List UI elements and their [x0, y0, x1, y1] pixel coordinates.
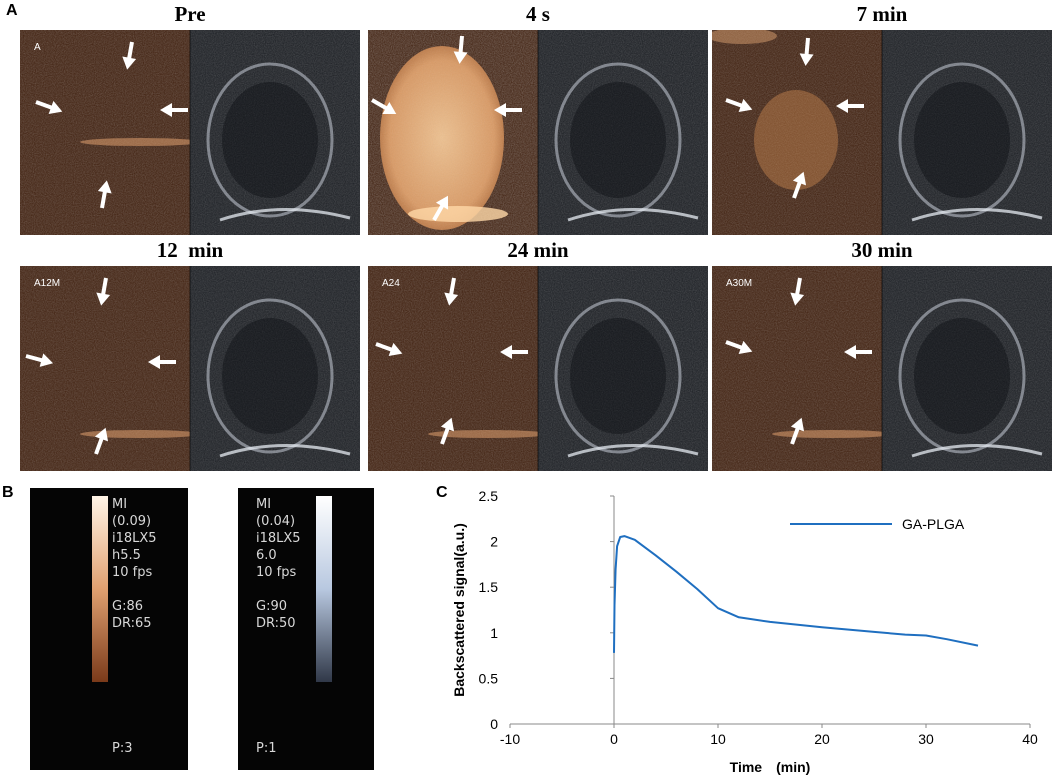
arrow-icon [96, 277, 111, 306]
colorbar-setting-line: (0.09) [112, 514, 152, 529]
panel-c-letter: C [436, 484, 448, 501]
colorbar-setting-line: G:86 [112, 599, 143, 614]
frame-label: A30M [726, 278, 752, 289]
frame-title: 7 min [856, 2, 908, 26]
colorbar-settings: MI (0.04) i18LX5 6.0 10 fps G:90 DR:50 [256, 496, 301, 632]
frame-title: 12 min [156, 238, 224, 262]
arrow-icon [122, 41, 137, 70]
frame-label: A [34, 42, 41, 53]
colorbar-setting-line: G:90 [256, 599, 287, 614]
y-tick-label: 0.5 [479, 670, 499, 686]
y-tick-label: 1.5 [479, 579, 499, 595]
y-tick-label: 0 [490, 716, 498, 732]
panel-b-letter: B [2, 484, 14, 501]
colorbar-footer: P:1 [256, 741, 277, 756]
ultrasound-frame [368, 30, 708, 235]
colorbar-gradient [316, 496, 332, 682]
arrow-icon [97, 180, 112, 209]
x-tick-label: 20 [814, 731, 830, 747]
arrow-icon [792, 171, 807, 199]
frame-title: 30 min [851, 238, 913, 262]
arrow-icon [375, 342, 403, 357]
y-tick-label: 2.5 [479, 488, 499, 504]
x-axis-label: Time (min) [730, 759, 811, 775]
ultrasound-frame: A [20, 30, 360, 235]
colorbar-setting-line: MI [112, 497, 128, 512]
x-tick-label: -10 [500, 731, 520, 747]
colorbar-setting-line: (0.04) [256, 514, 296, 529]
arrow-icon [790, 277, 805, 306]
y-tick-label: 1 [490, 625, 498, 641]
colorbar-settings: MI (0.09) i18LX5 h5.5 10 fps G:86 DR:65 [112, 496, 157, 632]
y-tick-label: 2 [490, 534, 498, 550]
arrow-icon [371, 98, 397, 115]
arrow-icon [494, 103, 522, 117]
colorbar-setting-line: i18LX5 [112, 531, 157, 546]
arrow-icon [725, 98, 753, 113]
ultrasound-frame: A30M [712, 266, 1052, 471]
frame-label: A24 [382, 278, 400, 289]
arrow-icon [725, 340, 753, 355]
x-tick-label: 40 [1022, 731, 1038, 747]
colorbar-setting-line: DR:50 [256, 616, 296, 631]
arrow-icon [148, 355, 176, 369]
arrow-icon [790, 417, 805, 445]
colorbar-setting-line: DR:65 [112, 616, 152, 631]
arrow-icon [500, 345, 528, 359]
arrow-icon [432, 195, 449, 221]
y-axis-label: Backscattered signal(a.u.) [451, 523, 467, 697]
x-tick-label: 10 [710, 731, 726, 747]
frame-title: Pre [174, 2, 206, 26]
colorbar-setting-line: 10 fps [112, 565, 153, 580]
x-tick-label: 30 [918, 731, 934, 747]
colorbar-setting-line: i18LX5 [256, 531, 301, 546]
arrow-icon [844, 345, 872, 359]
colorbar-setting-line: MI [256, 497, 272, 512]
series-line [613, 535, 979, 653]
ultrasound-frame: A12M [20, 266, 360, 471]
x-tick-label: 0 [610, 731, 618, 747]
arrow-icon [25, 353, 54, 367]
arrow-icon [836, 99, 864, 113]
colorbar-footer: P:3 [112, 741, 133, 756]
arrow-icon [94, 427, 109, 455]
frame-label: A12M [34, 278, 60, 289]
arrow-icon [453, 35, 468, 64]
arrow-icon [440, 417, 455, 445]
colorbar-setting-line [112, 581, 157, 598]
arrow-icon [799, 37, 814, 66]
colorbar-legend: MI (0.04) i18LX5 6.0 10 fps G:90 DR:50 P:1 [238, 488, 374, 770]
colorbar-gradient [92, 496, 108, 682]
frame-title: 24 min [507, 238, 569, 262]
arrow-icon [160, 103, 188, 117]
colorbar-setting-line [256, 581, 301, 598]
enhanced-tumor [754, 90, 838, 190]
legend-label: GA-PLGA [902, 516, 965, 532]
frame-title: 4 s [526, 2, 550, 26]
ultrasound-frame [712, 30, 1052, 235]
colorbar-setting-line: h5.5 [112, 548, 141, 563]
ultrasound-frame: A24 [368, 266, 708, 471]
colorbar-setting-line: 10 fps [256, 565, 297, 580]
arrow-icon [444, 277, 459, 306]
colorbar-legend: MI (0.09) i18LX5 h5.5 10 fps G:86 DR:65 P:3 [30, 488, 188, 770]
panel-a-letter: A [6, 2, 18, 19]
colorbar-setting-line: 6.0 [256, 548, 277, 563]
arrow-icon [35, 100, 63, 115]
